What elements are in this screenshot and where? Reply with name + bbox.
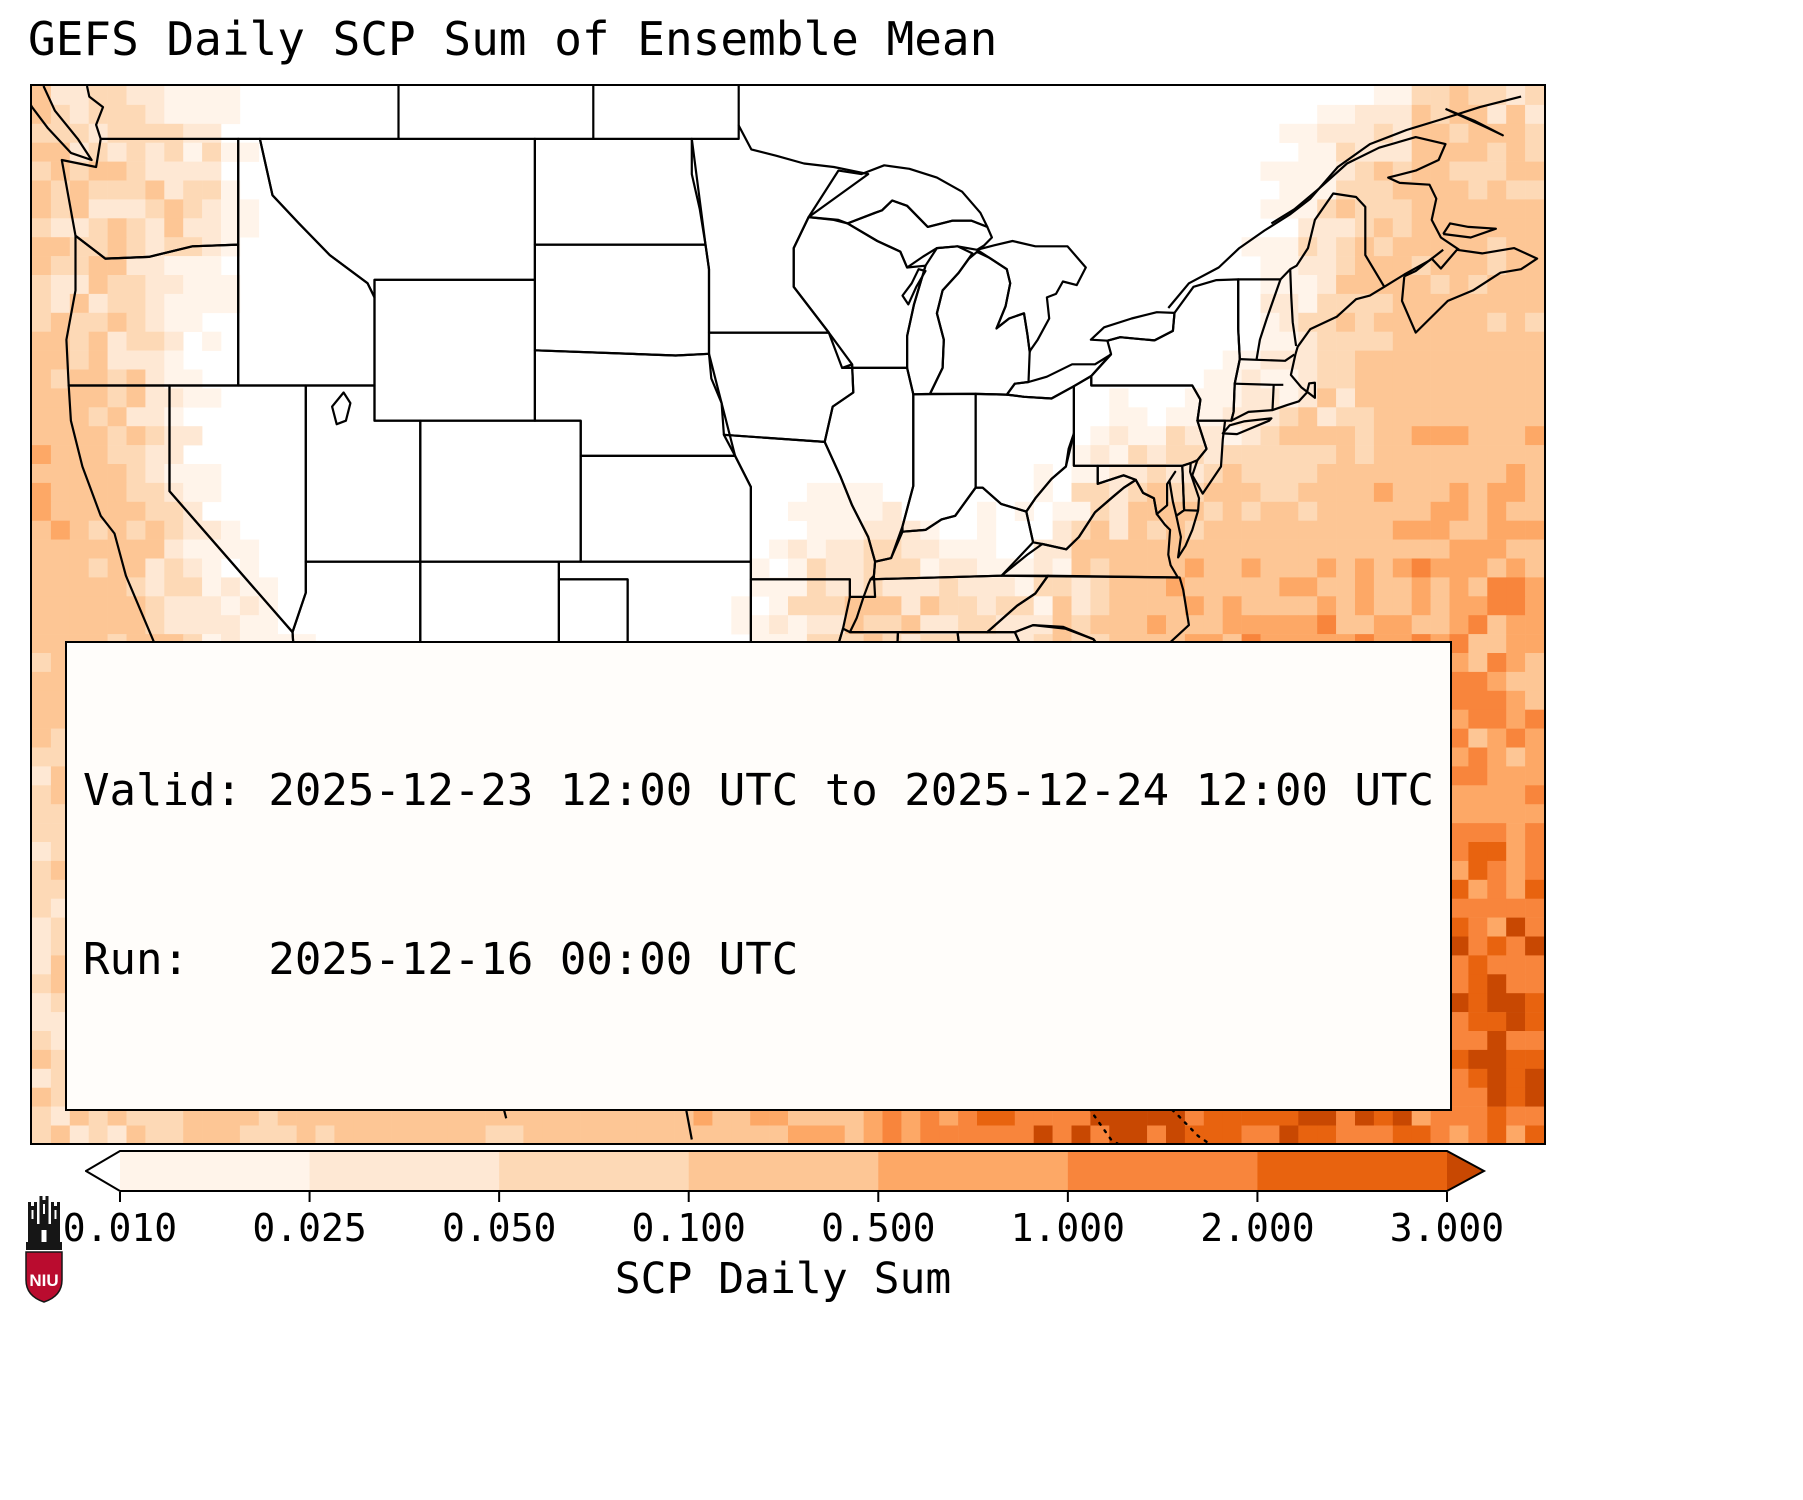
colorbar-tick-label: 3.000 bbox=[1389, 1206, 1505, 1250]
map-panel: Valid: 2025-12-23 12:00 UTC to 2025-12-2… bbox=[30, 84, 1546, 1145]
niu-logo-graphic: NIU bbox=[25, 1196, 63, 1303]
colorbar-tick-label: 0.500 bbox=[821, 1206, 936, 1250]
colorbar-tick-label: 0.010 bbox=[62, 1206, 178, 1250]
valid-time-text: Valid: 2025-12-23 12:00 UTC to 2025-12-2… bbox=[83, 765, 1435, 817]
niu-logo-text: NIU bbox=[29, 1271, 58, 1290]
colorbar-tick-label: 2.000 bbox=[1200, 1206, 1315, 1250]
page-title: GEFS Daily SCP Sum of Ensemble Mean bbox=[28, 12, 998, 66]
run-time-text: Run: 2025-12-16 00:00 UTC bbox=[83, 934, 799, 986]
lakes-layer bbox=[331, 164, 1176, 426]
colorbar-tick-label: 0.100 bbox=[631, 1206, 746, 1250]
colorbar-tick-label: 1.000 bbox=[1010, 1206, 1126, 1250]
colorbar-label: SCP Daily Sum bbox=[614, 1254, 952, 1304]
colorbar-over-arrow bbox=[1447, 1150, 1484, 1192]
colorbar-under-arrow bbox=[86, 1150, 120, 1192]
colorbar-tick-label: 0.025 bbox=[252, 1206, 367, 1250]
niu-logo: NIU bbox=[20, 1190, 68, 1304]
castle-windows bbox=[31, 1204, 57, 1242]
colorbar bbox=[85, 1150, 1487, 1202]
shield-icon bbox=[25, 1251, 63, 1303]
colorbar-tick-label: 0.050 bbox=[441, 1206, 557, 1250]
validity-info-box: Valid: 2025-12-23 12:00 UTC to 2025-12-2… bbox=[65, 640, 1453, 1111]
